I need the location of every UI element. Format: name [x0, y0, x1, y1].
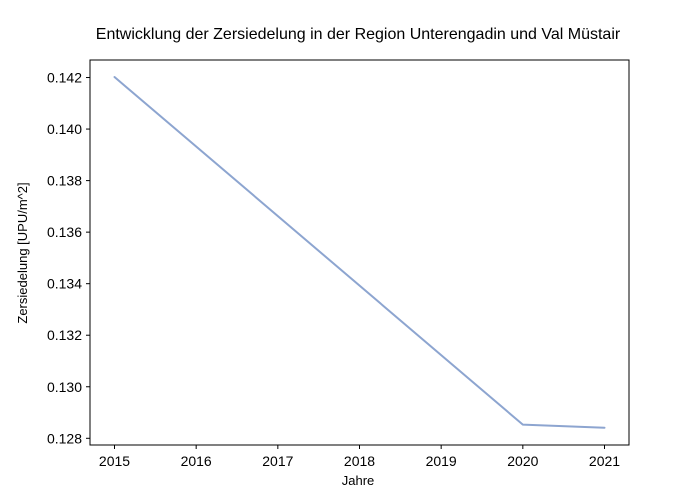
plot-frame: [89, 59, 630, 446]
y-tick-label: 0.128: [47, 430, 82, 446]
series-line-0: [113, 76, 606, 429]
y-tick-label: 0.132: [47, 327, 82, 343]
y-tick-label: 0.138: [47, 173, 82, 189]
x-ticks: 2015 2016 2017 2018 2019 2020 2021: [99, 445, 620, 469]
x-axis-label: Jahre: [342, 473, 375, 488]
y-ticks: 0.128 0.130 0.132 0.134 0.136 0.138 0.140 0.142: [47, 70, 90, 446]
x-tick-label: 2020: [507, 453, 538, 469]
y-tick-label: 0.142: [47, 70, 82, 86]
y-tick-label: 0.134: [47, 276, 82, 292]
y-tick-label: 0.136: [47, 224, 82, 240]
y-axis-label: Zersiedelung [UPU/m^2]: [15, 182, 30, 323]
x-tick-label: 2019: [426, 453, 457, 469]
x-tick-label: 2016: [181, 453, 212, 469]
plot-lines: [113, 76, 606, 429]
y-tick-label: 0.130: [47, 379, 82, 395]
x-tick-label: 2021: [589, 453, 620, 469]
chart-title: Entwicklung der Zersiedelung in der Regi…: [96, 26, 621, 43]
x-tick-label: 2015: [99, 453, 130, 469]
y-tick-label: 0.140: [47, 121, 82, 137]
x-tick-label: 2017: [262, 453, 293, 469]
x-tick-label: 2018: [344, 453, 375, 469]
